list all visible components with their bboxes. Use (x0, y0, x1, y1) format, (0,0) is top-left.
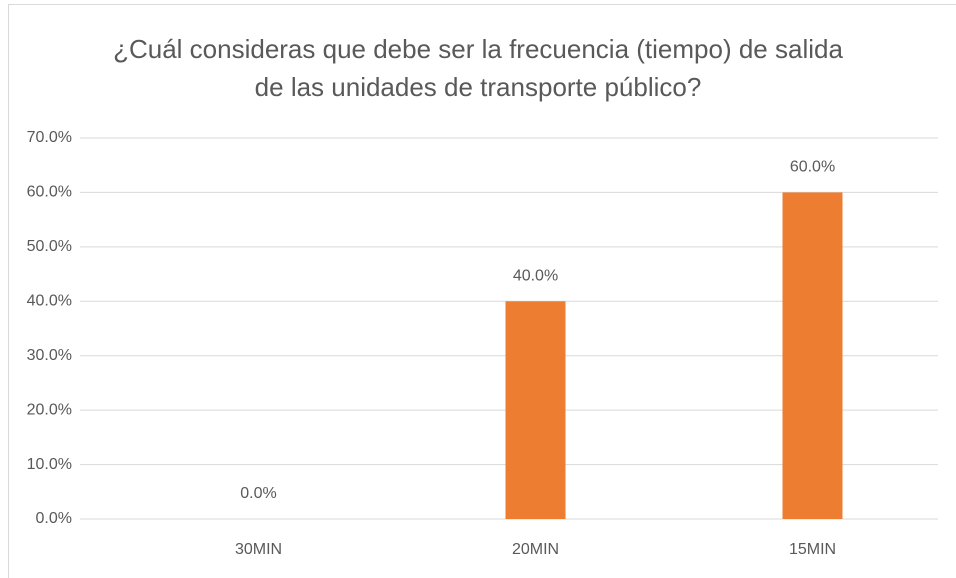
y-tick-label: 20.0% (27, 401, 72, 418)
bar (505, 301, 566, 519)
y-tick-label: 70.0% (27, 129, 72, 146)
data-label: 40.0% (513, 268, 558, 285)
x-tick-label: 30MIN (235, 541, 282, 558)
data-label: 60.0% (790, 159, 835, 176)
y-tick-label: 0.0% (36, 510, 72, 527)
y-tick-label: 40.0% (27, 293, 72, 310)
y-tick-label: 30.0% (27, 347, 72, 364)
y-tick-label: 50.0% (27, 238, 72, 255)
data-label: 0.0% (240, 485, 276, 502)
chart-frame (8, 4, 956, 578)
chart-title: ¿Cuál consideras que debe ser la frecuen… (113, 34, 843, 102)
bar (782, 192, 843, 519)
y-tick-label: 10.0% (27, 456, 72, 473)
x-tick-label: 15MIN (789, 541, 836, 558)
y-tick-label: 60.0% (27, 184, 72, 201)
x-tick-label: 20MIN (512, 541, 559, 558)
